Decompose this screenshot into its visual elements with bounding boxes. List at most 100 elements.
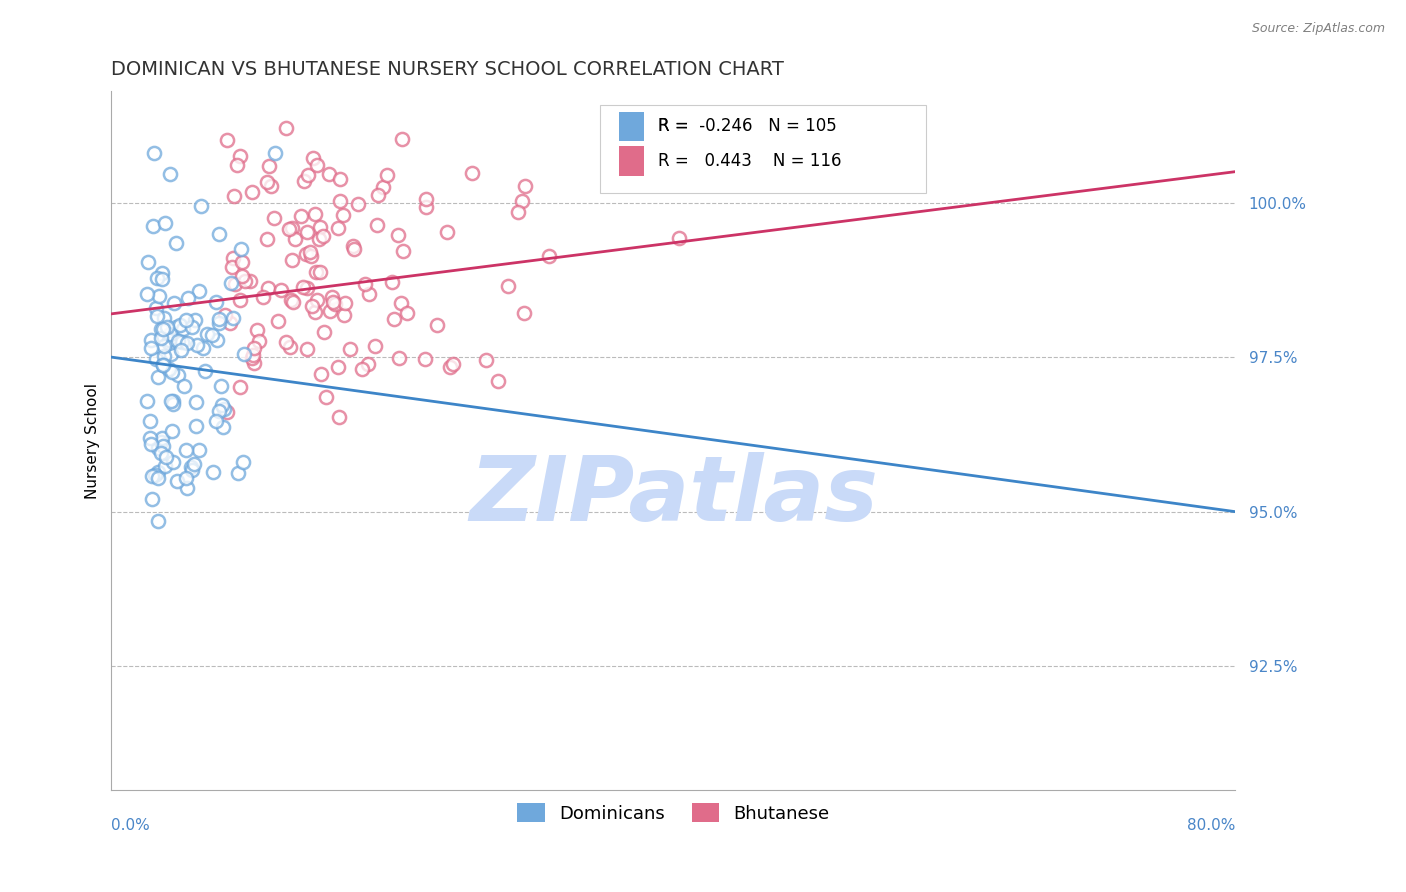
Point: [141, 341, 163, 355]
Point: [152, 439, 174, 453]
Point: [162, 394, 184, 409]
Point: [366, 218, 388, 232]
Text: 80.0%: 80.0%: [1187, 818, 1236, 833]
Point: [139, 333, 162, 347]
Point: [304, 305, 326, 319]
Point: [136, 254, 159, 268]
Point: [387, 228, 409, 243]
Point: [298, 245, 321, 260]
Point: [150, 446, 173, 460]
Point: [165, 235, 187, 250]
Point: [339, 343, 361, 357]
Point: [146, 471, 169, 485]
Point: [498, 279, 520, 293]
Point: [276, 121, 298, 136]
Point: [301, 299, 323, 313]
Point: [329, 194, 352, 208]
Point: [180, 459, 202, 474]
Point: [160, 365, 183, 379]
Point: [441, 357, 464, 371]
Point: [148, 465, 170, 479]
Point: [231, 269, 253, 284]
Point: [152, 357, 174, 371]
Point: [194, 364, 217, 378]
Point: [252, 290, 274, 304]
Point: [153, 339, 176, 353]
Point: [156, 320, 179, 334]
Point: [373, 179, 395, 194]
Point: [396, 305, 419, 319]
Point: [513, 178, 536, 193]
Point: [205, 295, 228, 310]
Point: [155, 450, 177, 464]
Point: [232, 455, 254, 469]
Point: [299, 249, 322, 263]
Point: [326, 359, 349, 374]
Point: [326, 221, 349, 235]
Text: R =  -0.246   N = 105: R = -0.246 N = 105: [658, 117, 837, 136]
Point: [172, 322, 194, 336]
Point: [264, 146, 287, 161]
Point: [159, 168, 181, 182]
Point: [278, 340, 301, 354]
Point: [181, 463, 204, 477]
Point: [357, 357, 380, 371]
Point: [176, 443, 198, 458]
FancyBboxPatch shape: [620, 112, 644, 141]
Point: [415, 200, 437, 214]
Point: [146, 271, 169, 285]
Point: [177, 291, 200, 305]
Point: [297, 342, 319, 356]
Point: [226, 158, 249, 172]
Point: [304, 264, 326, 278]
Point: [243, 341, 266, 355]
Point: [510, 194, 533, 208]
Point: [243, 356, 266, 370]
Point: [319, 304, 342, 318]
Point: [295, 247, 318, 261]
Point: [274, 334, 297, 349]
Point: [364, 339, 387, 353]
Point: [259, 159, 281, 173]
Point: [153, 458, 176, 473]
Point: [426, 318, 449, 332]
Point: [183, 457, 205, 471]
Text: R =   0.443    N = 116: R = 0.443 N = 116: [658, 153, 841, 170]
Point: [388, 351, 411, 365]
Point: [284, 232, 307, 246]
Point: [347, 197, 370, 211]
Point: [141, 491, 163, 506]
Point: [145, 301, 167, 315]
Point: [304, 206, 326, 220]
Point: [357, 287, 380, 301]
Point: [143, 468, 166, 483]
Point: [183, 313, 205, 327]
Point: [256, 232, 278, 246]
Point: [139, 437, 162, 451]
Point: [312, 229, 335, 244]
Point: [391, 131, 413, 145]
Text: Source: ZipAtlas.com: Source: ZipAtlas.com: [1251, 22, 1385, 36]
Point: [267, 313, 290, 327]
Point: [233, 274, 256, 288]
Point: [205, 333, 228, 347]
Point: [318, 167, 340, 181]
Y-axis label: Nursery School: Nursery School: [86, 383, 100, 499]
Point: [392, 244, 415, 259]
Point: [170, 343, 193, 357]
Point: [157, 336, 180, 351]
Point: [169, 318, 191, 333]
Text: ZIPatlas: ZIPatlas: [470, 452, 877, 541]
Point: [214, 308, 236, 322]
Point: [222, 252, 245, 266]
Point: [309, 368, 332, 382]
Point: [153, 349, 176, 363]
Point: [176, 471, 198, 485]
Point: [139, 414, 162, 428]
Point: [302, 151, 325, 165]
Point: [233, 347, 256, 361]
Point: [506, 204, 529, 219]
Text: R =: R =: [658, 117, 693, 136]
Point: [152, 359, 174, 373]
Point: [329, 172, 352, 186]
